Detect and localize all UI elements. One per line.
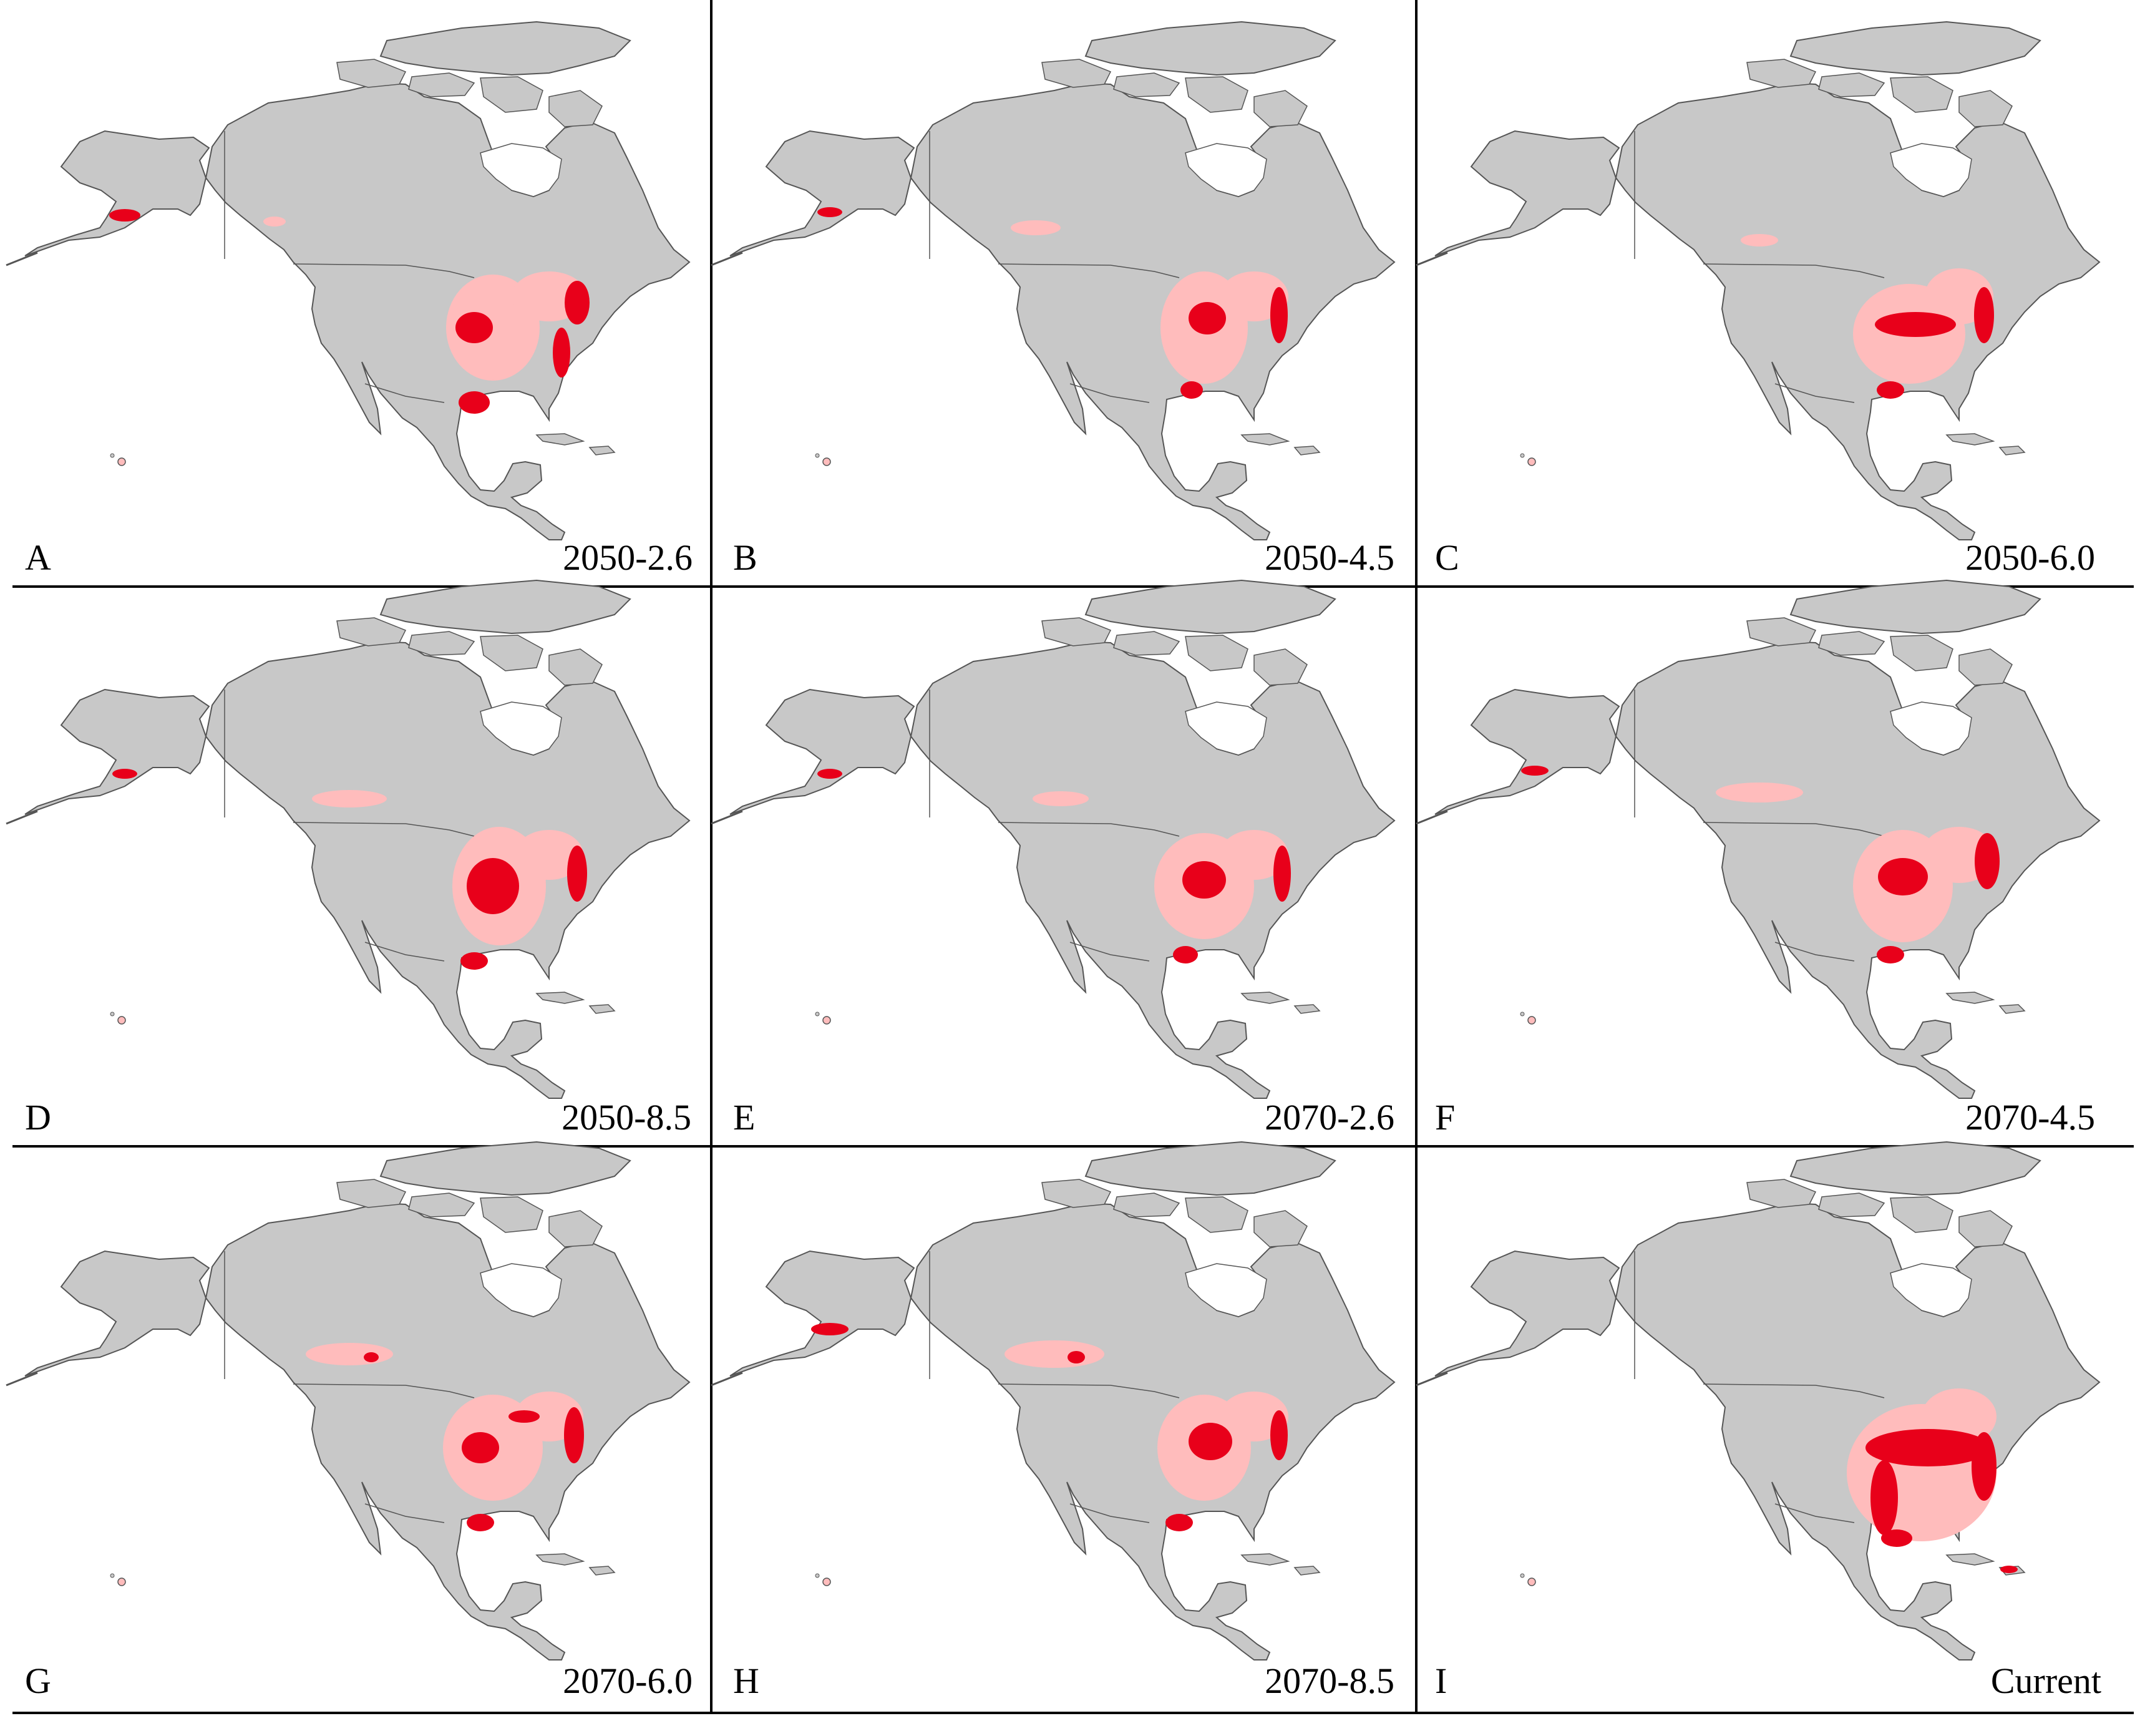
high-suitability-area <box>112 769 137 779</box>
panel-letter-a: A <box>25 537 51 578</box>
map-panel-b <box>710 21 1396 541</box>
panel-scenario-g: 2070-6.0 <box>563 1660 693 1701</box>
high-suitability-area <box>109 209 140 222</box>
low-suitability-area <box>263 217 286 227</box>
high-suitability-area <box>1270 287 1288 343</box>
north-america-basemap <box>1415 1141 2101 1661</box>
high-suitability-area <box>459 391 490 414</box>
high-suitability-area <box>1974 287 1994 343</box>
map-panel-g <box>5 1141 691 1661</box>
low-suitability-area <box>1011 220 1061 235</box>
panel-scenario-e: 2070-2.6 <box>1265 1097 1394 1138</box>
map-panel-f <box>1415 579 2101 1100</box>
high-suitability-area <box>364 1352 379 1362</box>
low-suitability-area <box>515 830 583 880</box>
panel-letter-g: G <box>25 1660 51 1701</box>
map-panel-c <box>1415 21 2101 541</box>
high-suitability-area <box>467 1514 494 1531</box>
high-suitability-area <box>565 281 590 324</box>
high-suitability-area <box>1189 1423 1232 1460</box>
high-suitability-area <box>1975 833 2000 889</box>
map-panel-a <box>5 21 691 541</box>
panel-scenario-h: 2070-8.5 <box>1265 1660 1394 1701</box>
panel-letter-i: I <box>1435 1660 1447 1701</box>
panel-scenario-f: 2070-4.5 <box>1965 1097 2095 1138</box>
panel-letter-f: F <box>1435 1097 1456 1138</box>
high-suitability-area <box>467 858 519 914</box>
panel-letter-h: H <box>733 1660 759 1701</box>
map-panel-h <box>710 1141 1396 1661</box>
panel-letter-e: E <box>733 1097 756 1138</box>
low-suitability-area <box>1033 791 1089 806</box>
high-suitability-area <box>1870 1460 1898 1535</box>
high-suitability-area <box>1068 1351 1085 1363</box>
north-america-basemap <box>5 21 691 541</box>
low-suitability-area <box>312 790 387 807</box>
north-america-basemap <box>1415 579 2101 1100</box>
high-suitability-area <box>1875 312 1956 337</box>
panel-letter-c: C <box>1435 537 1459 578</box>
high-suitability-area <box>553 328 570 378</box>
high-suitability-area <box>455 312 493 343</box>
high-suitability-area <box>1877 381 1904 399</box>
high-suitability-area <box>460 952 488 970</box>
high-suitability-area <box>1182 861 1226 899</box>
map-panel-i <box>1415 1141 2101 1661</box>
high-suitability-area <box>1877 946 1904 963</box>
high-suitability-area <box>1972 1432 1997 1501</box>
panel-letter-d: D <box>25 1097 51 1138</box>
high-suitability-area <box>2000 1566 2018 1573</box>
north-america-basemap <box>710 1141 1396 1661</box>
north-america-basemap <box>710 21 1396 541</box>
panel-scenario-d: 2050-8.5 <box>562 1097 691 1138</box>
high-suitability-area <box>564 1407 584 1463</box>
map-panel-d <box>5 579 691 1100</box>
north-america-basemap <box>5 579 691 1100</box>
high-suitability-area <box>1173 946 1198 963</box>
low-suitability-area <box>306 1343 393 1365</box>
high-suitability-area <box>1189 302 1226 334</box>
high-suitability-area <box>1270 1410 1288 1460</box>
panel-letter-b: B <box>733 537 757 578</box>
high-suitability-area <box>817 769 842 779</box>
north-america-basemap <box>710 579 1396 1100</box>
high-suitability-area <box>1273 846 1291 902</box>
high-suitability-area <box>567 846 587 902</box>
low-suitability-area <box>1004 1340 1104 1368</box>
panel-scenario-b: 2050-4.5 <box>1265 537 1394 578</box>
low-suitability-area <box>1741 234 1778 246</box>
map-panel-e <box>710 579 1396 1100</box>
high-suitability-area <box>1521 766 1549 776</box>
high-suitability-area <box>1881 1529 1912 1547</box>
panel-scenario-i: Current <box>1990 1660 2101 1701</box>
high-suitability-area <box>811 1323 849 1335</box>
high-suitability-area <box>462 1432 499 1463</box>
north-america-basemap <box>5 1141 691 1661</box>
high-suitability-area <box>508 1410 540 1423</box>
panel-scenario-a: 2050-2.6 <box>563 537 693 578</box>
north-america-basemap <box>1415 21 2101 541</box>
low-suitability-area <box>1716 783 1803 802</box>
high-suitability-area <box>1180 381 1203 399</box>
high-suitability-area <box>1865 1429 1990 1466</box>
low-suitability-area <box>1220 830 1288 880</box>
high-suitability-area <box>1878 858 1928 895</box>
panel-scenario-c: 2050-6.0 <box>1965 537 2095 578</box>
high-suitability-area <box>817 207 842 217</box>
high-suitability-area <box>1165 1514 1193 1531</box>
